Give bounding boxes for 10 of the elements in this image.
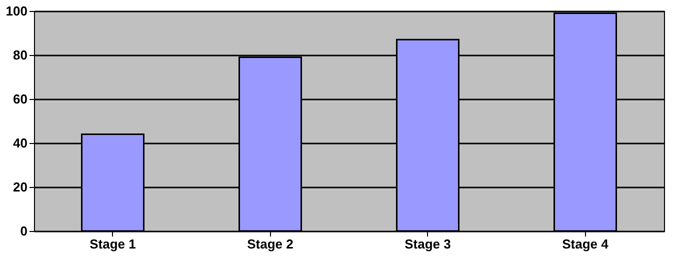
y-tick-label: 40 <box>13 136 28 150</box>
x-tick-label: Stage 1 <box>90 236 136 252</box>
y-tick-label: 20 <box>13 180 28 194</box>
y-tick-label: 80 <box>13 48 28 62</box>
x-tick-label: Stage 2 <box>247 236 294 252</box>
x-tick-label: Stage 4 <box>562 236 610 252</box>
x-tick-label: Stage 3 <box>404 236 451 252</box>
y-tick-label: 60 <box>13 92 28 106</box>
y-tick-label: 0 <box>20 224 28 238</box>
y-tick-label: 100 <box>6 4 28 18</box>
